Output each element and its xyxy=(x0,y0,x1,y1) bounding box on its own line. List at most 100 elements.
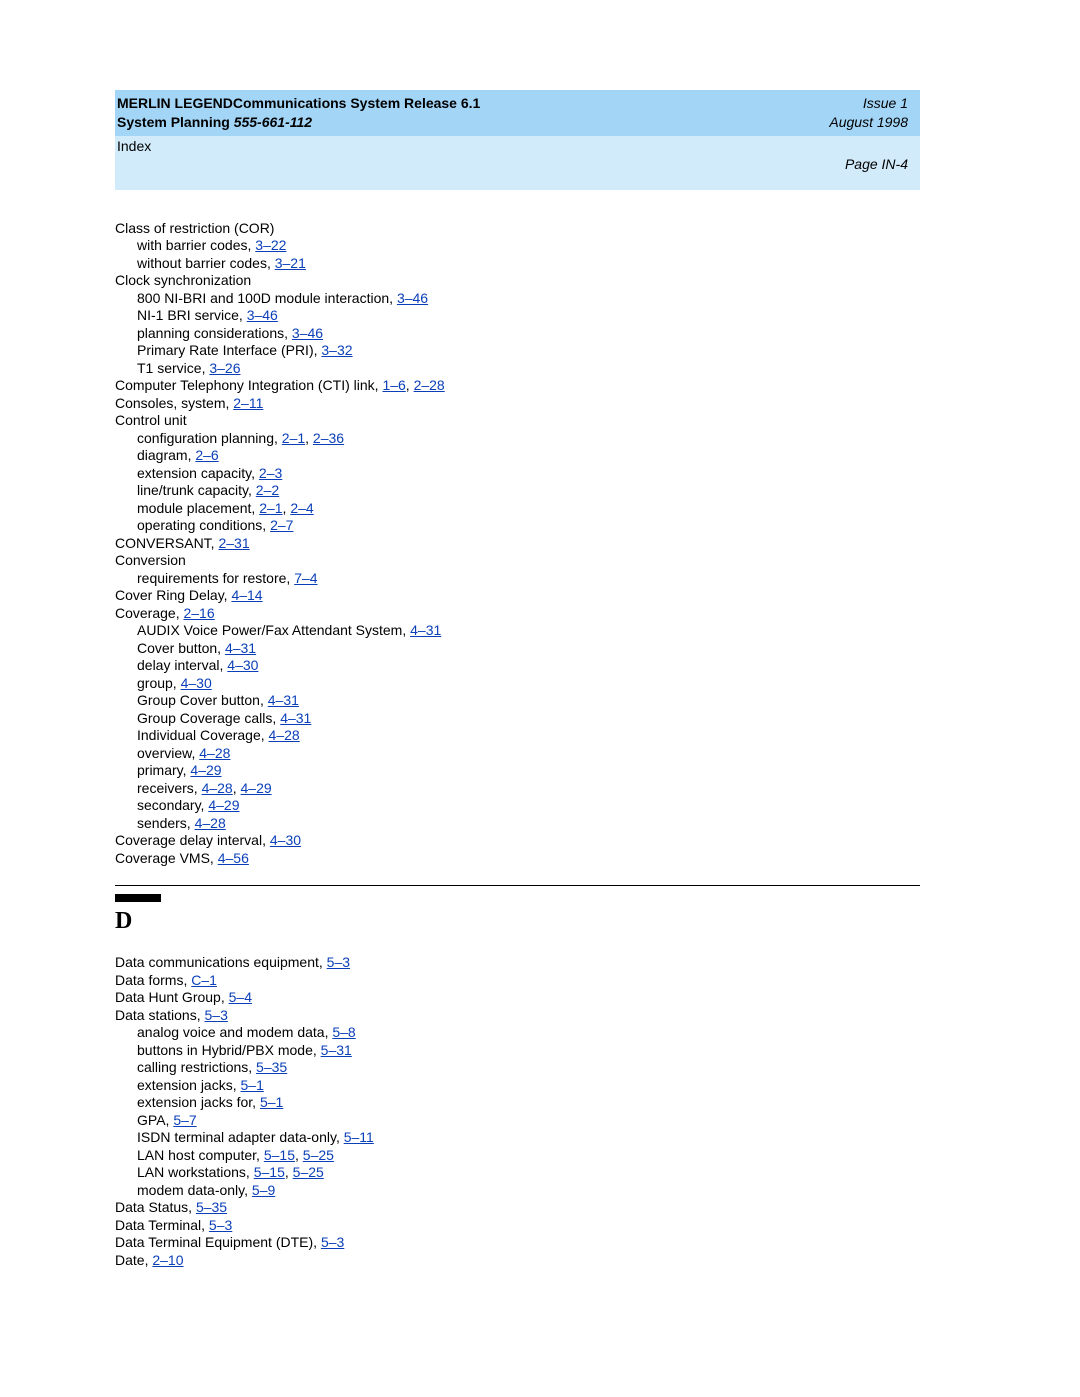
header-title-1a: MERLIN LEGEND xyxy=(117,95,233,111)
page-link[interactable]: 5–8 xyxy=(332,1024,355,1040)
subheader-section: Index xyxy=(117,138,151,154)
page-link[interactable]: 2–28 xyxy=(414,377,445,393)
entry-text: LAN host computer, xyxy=(137,1147,260,1163)
page-link[interactable]: 4–30 xyxy=(227,657,258,673)
header-bar: MERLIN LEGENDCommunications System Relea… xyxy=(115,90,920,136)
page-link[interactable]: 4–31 xyxy=(268,692,299,708)
index-subentry: requirements for restore, 7–4 xyxy=(115,570,920,588)
index-subentry: LAN host computer, 5–15, 5–25 xyxy=(115,1147,920,1165)
page-link[interactable]: 3–22 xyxy=(255,237,286,253)
page-link[interactable]: 5–3 xyxy=(209,1217,232,1233)
page-link[interactable]: 5–25 xyxy=(303,1147,334,1163)
index-entry: Control unit xyxy=(115,412,920,430)
entry-text: Individual Coverage, xyxy=(137,727,265,743)
page-link[interactable]: 3–21 xyxy=(275,255,306,271)
index-entry: Data Hunt Group, 5–4 xyxy=(115,989,920,1007)
header-issue: Issue 1 xyxy=(829,94,908,113)
page-link[interactable]: 4–31 xyxy=(410,622,441,638)
page-link[interactable]: 2–11 xyxy=(233,395,263,411)
page-link[interactable]: 5–11 xyxy=(344,1129,374,1145)
page-link[interactable]: 4–29 xyxy=(241,780,272,796)
page-link[interactable]: 5–15 xyxy=(264,1147,295,1163)
page-link[interactable]: 5–15 xyxy=(254,1164,285,1180)
page-link[interactable]: 5–1 xyxy=(241,1077,264,1093)
index-subentry: extension jacks, 5–1 xyxy=(115,1077,920,1095)
entry-text: T1 service, xyxy=(137,360,205,376)
page-link[interactable]: 3–32 xyxy=(321,342,352,358)
entry-text: Control unit xyxy=(115,412,187,428)
index-entry: CONVERSANT, 2–31 xyxy=(115,535,920,553)
page-link[interactable]: 4–28 xyxy=(199,745,230,761)
index-entry: Conversion xyxy=(115,552,920,570)
page-link[interactable]: 2–3 xyxy=(259,465,282,481)
index-subentry: Individual Coverage, 4–28 xyxy=(115,727,920,745)
index-subentry: group, 4–30 xyxy=(115,675,920,693)
subheader-bar: Index Page IN-4 xyxy=(115,136,920,190)
page-link[interactable]: 2–10 xyxy=(152,1252,183,1268)
entry-text: Data Terminal Equipment (DTE), xyxy=(115,1234,317,1250)
page-link[interactable]: 5–35 xyxy=(196,1199,227,1215)
page-link[interactable]: 5–25 xyxy=(293,1164,324,1180)
page-link[interactable]: 4–30 xyxy=(181,675,212,691)
page-link[interactable]: 4–29 xyxy=(190,762,221,778)
page-link[interactable]: 5–7 xyxy=(173,1112,196,1128)
index-entry: Data stations, 5–3 xyxy=(115,1007,920,1025)
index-entry: Data forms, C–1 xyxy=(115,972,920,990)
entry-text: diagram, xyxy=(137,447,191,463)
page-link[interactable]: 3–46 xyxy=(397,290,428,306)
entry-text: extension jacks, xyxy=(137,1077,237,1093)
header-title-line1: MERLIN LEGENDCommunications System Relea… xyxy=(117,94,480,113)
page-link[interactable]: 4–31 xyxy=(280,710,311,726)
entry-text: Data Hunt Group, xyxy=(115,989,225,1005)
page-link[interactable]: 5–3 xyxy=(321,1234,344,1250)
index-subentry: without barrier codes, 3–21 xyxy=(115,255,920,273)
page-link[interactable]: 7–4 xyxy=(294,570,317,586)
page-link[interactable]: 4–14 xyxy=(231,587,262,603)
index-subentry: senders, 4–28 xyxy=(115,815,920,833)
entry-text: AUDIX Voice Power/Fax Attendant System, xyxy=(137,622,406,638)
page-link[interactable]: 4–28 xyxy=(195,815,226,831)
page-link[interactable]: 4–29 xyxy=(208,797,239,813)
entry-text: modem data-only, xyxy=(137,1182,248,1198)
index-entry: Coverage delay interval, 4–30 xyxy=(115,832,920,850)
page-link[interactable]: 5–9 xyxy=(252,1182,275,1198)
index-entry: Data Terminal Equipment (DTE), 5–3 xyxy=(115,1234,920,1252)
page-link[interactable]: C–1 xyxy=(191,972,217,988)
page-link[interactable]: 2–1 xyxy=(282,430,305,446)
page-link[interactable]: 2–16 xyxy=(183,605,214,621)
page-link[interactable]: 2–6 xyxy=(195,447,218,463)
page-link[interactable]: 5–35 xyxy=(256,1059,287,1075)
page-link[interactable]: 2–2 xyxy=(256,482,279,498)
index-subentry: operating conditions, 2–7 xyxy=(115,517,920,535)
page-link[interactable]: 4–56 xyxy=(218,850,249,866)
page-link[interactable]: 5–31 xyxy=(321,1042,352,1058)
section-divider xyxy=(115,885,920,886)
page-link[interactable]: 4–31 xyxy=(225,640,256,656)
page-link[interactable]: 2–1 xyxy=(259,500,282,516)
page-link[interactable]: 3–46 xyxy=(292,325,323,341)
index-subentry: primary, 4–29 xyxy=(115,762,920,780)
index-subentry: delay interval, 4–30 xyxy=(115,657,920,675)
page: MERLIN LEGENDCommunications System Relea… xyxy=(0,0,1080,1329)
subheader-page: Page IN-4 xyxy=(845,156,908,172)
page-link[interactable]: 4–30 xyxy=(270,832,301,848)
page-link[interactable]: 1–6 xyxy=(382,377,405,393)
page-link[interactable]: 5–1 xyxy=(260,1094,283,1110)
page-link[interactable]: 5–4 xyxy=(229,989,252,1005)
page-link[interactable]: 2–7 xyxy=(270,517,293,533)
page-link[interactable]: 3–46 xyxy=(247,307,278,323)
page-link[interactable]: 3–26 xyxy=(209,360,240,376)
page-link[interactable]: 4–28 xyxy=(269,727,300,743)
entry-text: Coverage VMS, xyxy=(115,850,214,866)
page-link[interactable]: 2–4 xyxy=(290,500,313,516)
index-subentry: module placement, 2–1, 2–4 xyxy=(115,500,920,518)
entry-text: Group Coverage calls, xyxy=(137,710,276,726)
page-link[interactable]: 2–31 xyxy=(218,535,249,551)
index-subentry: NI-1 BRI service, 3–46 xyxy=(115,307,920,325)
entry-text: senders, xyxy=(137,815,191,831)
page-link[interactable]: 2–36 xyxy=(313,430,344,446)
page-link[interactable]: 5–3 xyxy=(327,954,350,970)
page-link[interactable]: 5–3 xyxy=(205,1007,228,1023)
section-letter: D xyxy=(115,906,920,936)
page-link[interactable]: 4–28 xyxy=(202,780,233,796)
